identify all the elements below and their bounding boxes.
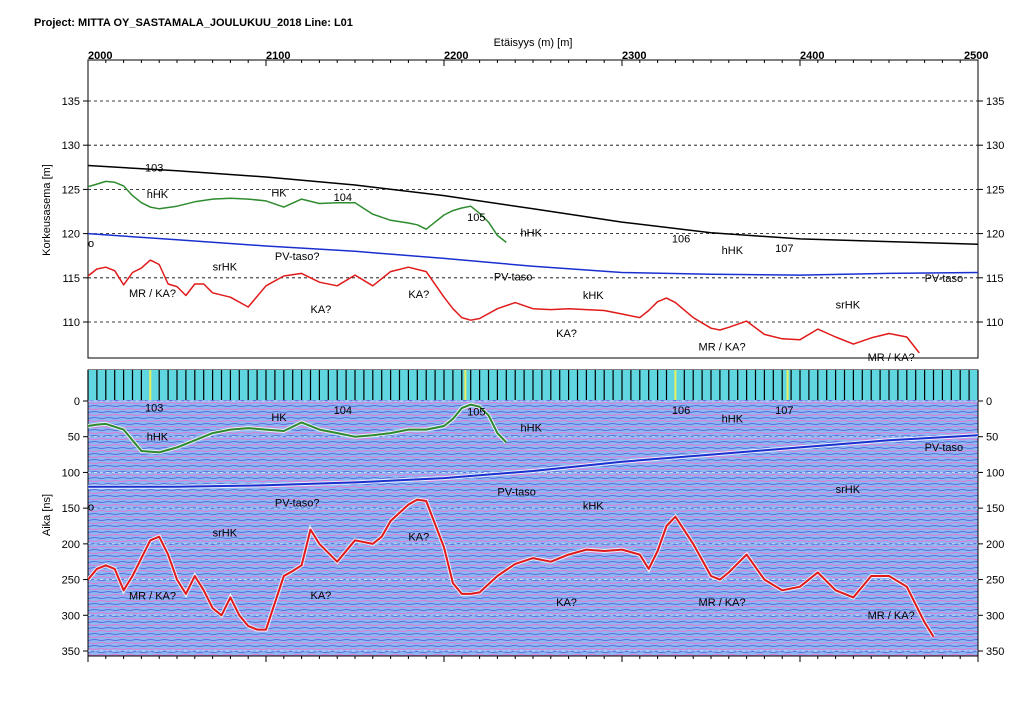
annotation-bottom: HK: [271, 412, 287, 424]
annotation-bottom: KA?: [408, 531, 429, 543]
annotation-top: MR / KA?: [868, 352, 915, 364]
y-tick-label-right: 115: [986, 273, 1004, 285]
y-tick-label-right: 300: [986, 610, 1004, 622]
y-tick-label-left: 115: [62, 273, 80, 285]
annotation-top: srHK: [836, 300, 861, 312]
annotation-top: hHK: [521, 227, 543, 239]
annotation-bottom: KA?: [556, 597, 577, 609]
annotation-bottom: MR / KA?: [699, 597, 746, 609]
y-tick-label-left: 350: [62, 646, 80, 658]
annotation-top: hHK: [722, 245, 744, 257]
x-tick-label: 2400: [800, 50, 824, 62]
annotation-top: 103: [145, 163, 163, 175]
annotation-bottom: 105: [467, 406, 485, 418]
annotation-top: KA?: [311, 304, 332, 316]
annotation-top: PV-taso: [925, 273, 964, 285]
annotation-top: 104: [334, 192, 352, 204]
line-label: Line:: [304, 17, 331, 29]
x-tick-label: 2000: [88, 50, 112, 62]
annotation-top: PV-taso?: [275, 251, 320, 263]
y-axis-label-bottom: Aika [ns]: [41, 494, 53, 536]
annotation-bottom: KA?: [311, 590, 332, 602]
annotation-bottom: o: [88, 501, 94, 513]
annotation-top: hHK: [147, 189, 169, 201]
annotation-bottom: kHK: [583, 501, 604, 513]
annotation-bottom: 104: [334, 405, 352, 417]
annotation-bottom: hHK: [521, 423, 543, 435]
annotation-bottom: PV-taso?: [275, 498, 320, 510]
y-tick-label-left: 250: [62, 575, 80, 587]
annotation-bottom: srHK: [213, 528, 238, 540]
annotation-bottom: hHK: [722, 413, 744, 425]
y-tick-label-right: 135: [986, 96, 1004, 108]
x-tick-label: 2200: [444, 50, 468, 62]
annotation-bottom: 103: [145, 403, 163, 415]
annotation-bottom: PV-taso: [497, 486, 536, 498]
y-tick-label-left: 150: [62, 503, 80, 515]
y-tick-label-right: 350: [986, 646, 1004, 658]
y-tick-label-left: 125: [62, 184, 80, 196]
red-bedrock-line: [88, 259, 920, 354]
y-tick-label-left: 100: [62, 467, 80, 479]
x-tick-label: 2100: [266, 50, 290, 62]
red-bedrock-line: [88, 498, 935, 638]
project-name: MITTA OY_SASTAMALA_JOULUKUU_2018: [78, 17, 302, 29]
y-tick-label-left: 200: [62, 539, 80, 551]
y-tick-label-right: 0: [986, 396, 992, 408]
y-tick-label-right: 110: [986, 317, 1004, 329]
green-interface-line: [88, 180, 507, 243]
y-tick-label-right: 125: [986, 184, 1004, 196]
y-tick-label-right: 200: [986, 539, 1004, 551]
annotation-top: 107: [775, 243, 793, 255]
annotation-top: o: [88, 238, 94, 250]
y-tick-label-left: 120: [62, 229, 80, 241]
line-name: L01: [333, 17, 353, 29]
chart-header: Project: MITTA OY_SASTAMALA_JOULUKUU_201…: [34, 17, 353, 29]
annotation-bottom: MR / KA?: [129, 591, 176, 603]
annotation-bottom: PV-taso: [925, 442, 964, 454]
annotation-top: kHK: [583, 290, 604, 302]
project-label: Project:: [34, 17, 75, 29]
y-tick-label-left: 50: [68, 432, 80, 444]
x-axis-label: Etäisyys (m) [m]: [494, 37, 573, 49]
annotation-bottom: srHK: [836, 484, 861, 496]
annotation-bottom: MR / KA?: [868, 610, 915, 622]
annotation-bottom: 107: [775, 405, 793, 417]
x-tick-label: 2500: [964, 50, 988, 62]
annotation-bottom: 106: [672, 405, 690, 417]
y-tick-label-left: 135: [62, 96, 80, 108]
x-tick-label: 2300: [622, 50, 646, 62]
annotation-top: MR / KA?: [699, 341, 746, 353]
y-axis-label-top: Korkeusasema [m]: [41, 164, 53, 256]
y-tick-label-left: 300: [62, 610, 80, 622]
annotation-top: KA?: [556, 328, 577, 340]
green-interface-line: [88, 403, 508, 454]
y-tick-label-left: 0: [74, 396, 80, 408]
annotation-top: HK: [271, 187, 287, 199]
blue-groundwater-line: [88, 434, 978, 488]
annotation-top: KA?: [408, 289, 429, 301]
annotation-top: 105: [467, 212, 485, 224]
annotation-top: MR / KA?: [129, 288, 176, 300]
y-tick-label-right: 120: [986, 229, 1004, 241]
y-tick-label-left: 130: [62, 140, 80, 152]
annotation-top: srHK: [213, 262, 238, 274]
y-tick-label-right: 150: [986, 503, 1004, 515]
terrain-line: [88, 164, 978, 245]
annotation-top: PV-taso: [494, 271, 533, 283]
y-tick-label-right: 130: [986, 140, 1004, 152]
y-tick-label-right: 250: [986, 575, 1004, 587]
y-tick-label-right: 100: [986, 467, 1004, 479]
blue-groundwater-line: [88, 232, 978, 276]
annotation-bottom: hHK: [147, 431, 169, 443]
y-tick-label-left: 110: [62, 317, 80, 329]
annotation-top: 106: [672, 233, 690, 245]
y-tick-label-right: 50: [986, 432, 998, 444]
